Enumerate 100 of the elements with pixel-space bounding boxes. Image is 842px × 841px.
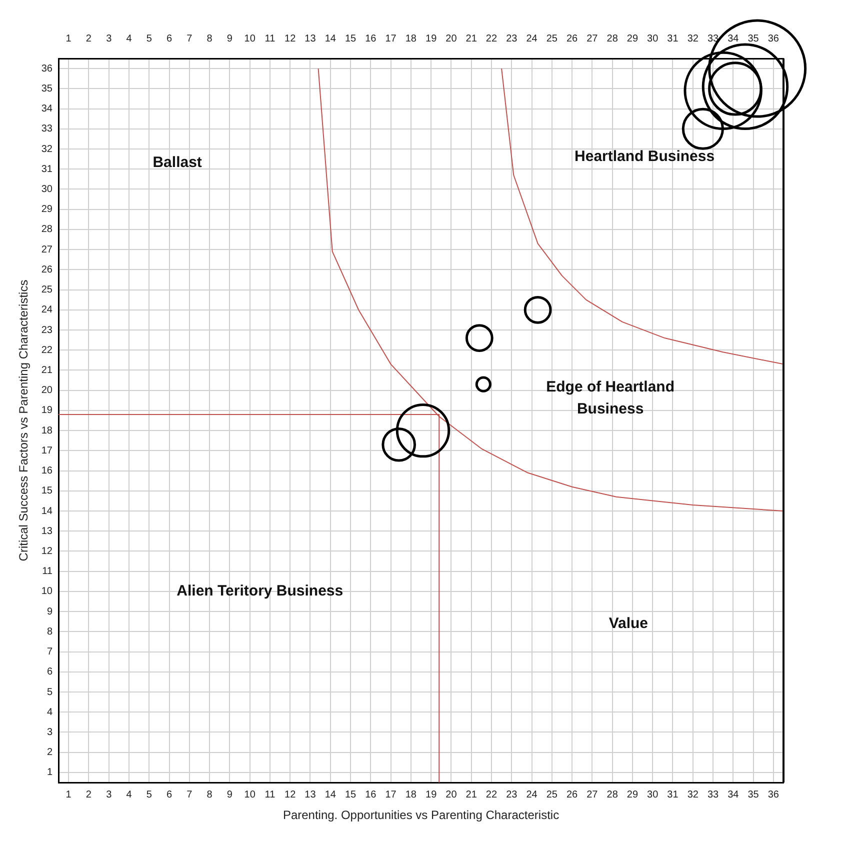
- x2-tick-label: 6: [166, 33, 172, 44]
- y-tick-label: 15: [41, 486, 53, 497]
- annotation: Heartland Business: [574, 148, 715, 166]
- x2-tick-label: 12: [284, 33, 296, 44]
- x2-tick-label: 11: [264, 33, 276, 44]
- x2-tick-label: 4: [126, 33, 132, 44]
- x-axis-title: Parenting. Opportunities vs Parenting Characteristic: [282, 808, 560, 822]
- x2-tick-label: 8: [206, 33, 213, 44]
- x-tick-label: 16: [365, 789, 377, 800]
- y-tick-label: 6: [46, 666, 53, 678]
- annotation: Alien Teritory Business: [176, 582, 344, 600]
- x-tick-label: 21: [466, 789, 478, 800]
- y-tick-label: 4: [46, 706, 53, 718]
- x2-tick-label: 17: [385, 33, 397, 44]
- x2-tick-label: 15: [344, 33, 357, 44]
- y-tick-label: 30: [41, 184, 53, 195]
- y-tick-label: 28: [41, 224, 53, 236]
- y-tick-label: 26: [41, 264, 53, 276]
- x2-tick-label: 27: [586, 33, 598, 44]
- y-tick-label: 10: [41, 586, 53, 598]
- y-tick-label: 5: [46, 686, 53, 698]
- y-tick-label: 35: [41, 83, 53, 94]
- x2-tick-label: 32: [687, 33, 699, 44]
- y-tick-label: 18: [41, 425, 53, 436]
- x2-tick-label: 10: [244, 33, 256, 44]
- x2-tick-label: 26: [566, 33, 578, 44]
- x2-tick-label: 24: [526, 33, 538, 44]
- x2-tick-label: 19: [426, 33, 438, 44]
- y-tick-label: 22: [41, 344, 53, 356]
- x2-tick-label: 5: [146, 33, 152, 44]
- x2-tick-label: 29: [626, 33, 638, 44]
- y-tick-label: 25: [41, 284, 53, 296]
- annotation: Value: [608, 614, 648, 632]
- x2-tick-label: 34: [728, 33, 740, 44]
- x-tick-label: 20: [446, 789, 458, 800]
- x-tick-label: 2: [86, 789, 92, 800]
- x-tick-label: 22: [486, 789, 498, 800]
- x-tick-label: 17: [385, 789, 397, 800]
- y-tick-label: 21: [41, 364, 53, 376]
- x2-tick-label: 20: [446, 33, 458, 44]
- x-tick-label: 15: [344, 789, 357, 800]
- x2-tick-label: 14: [324, 33, 336, 44]
- y-tick-label: 3: [46, 726, 53, 738]
- x-tick-label: 32: [687, 789, 699, 800]
- y-tick-label: 27: [41, 244, 53, 256]
- y-tick-label: 33: [41, 124, 53, 135]
- x-tick-label: 35: [748, 789, 760, 800]
- x2-tick-label: 33: [707, 33, 720, 44]
- x2-tick-label: 28: [606, 33, 618, 44]
- y-tick-label: 24: [41, 304, 53, 316]
- y-tick-label: 9: [46, 606, 53, 618]
- y-tick-label: 32: [41, 144, 53, 155]
- y-tick-label: 16: [41, 466, 53, 477]
- y-axis-title: Critical Success Factors vs Parenting Characteristics: [16, 280, 30, 562]
- x-tick-label: 29: [626, 789, 638, 800]
- x2-tick-label: 1: [66, 33, 72, 44]
- y-tick-label: 34: [41, 104, 53, 115]
- x2-tick-label: 21: [466, 33, 478, 44]
- x-tick-label: 3: [106, 789, 112, 800]
- x2-tick-label: 25: [546, 33, 558, 44]
- x2-tick-label: 2: [86, 33, 92, 44]
- y-tick-label: 19: [41, 405, 53, 416]
- x2-tick-label: 9: [226, 33, 233, 44]
- y-tick-label: 11: [42, 566, 53, 578]
- x-tick-label: 13: [304, 789, 316, 800]
- y-tick-label: 31: [41, 164, 53, 175]
- x-tick-label: 8: [206, 789, 213, 800]
- x-tick-label: 18: [405, 789, 417, 800]
- x2-tick-label: 30: [647, 33, 659, 44]
- y-tick-label: 12: [41, 546, 53, 557]
- x-tick-label: 10: [244, 789, 256, 800]
- x-tick-label: 6: [166, 789, 172, 800]
- annotation: Edge of Heartland Business: [546, 378, 674, 418]
- y-tick-label: 7: [46, 646, 53, 658]
- x-tick-label: 24: [526, 789, 538, 800]
- x2-tick-label: 7: [186, 33, 193, 44]
- x2-tick-label: 18: [405, 33, 417, 44]
- x2-tick-label: 16: [365, 33, 377, 44]
- y-tick-label: 14: [41, 506, 53, 517]
- y-tick-label: 8: [46, 626, 53, 638]
- y-tick-label: 1: [46, 767, 53, 778]
- x-tick-label: 34: [728, 789, 740, 800]
- y-tick-label: 2: [46, 747, 53, 758]
- x-tick-label: 33: [707, 789, 720, 800]
- x-tick-label: 5: [146, 789, 152, 800]
- y-tick-label: 17: [41, 445, 53, 456]
- x-tick-label: 12: [284, 789, 296, 800]
- y-tick-label: 29: [41, 204, 53, 216]
- x-tick-label: 9: [226, 789, 233, 800]
- x2-tick-label: 31: [667, 33, 679, 44]
- y-tick-label: 13: [41, 526, 53, 537]
- x-tick-label: 4: [126, 789, 132, 800]
- y-tick-label: 23: [41, 324, 53, 336]
- x-tick-label: 19: [426, 789, 438, 800]
- y-tick-label: 36: [41, 63, 53, 74]
- x-tick-label: 30: [647, 789, 659, 800]
- x2-tick-label: 23: [506, 33, 518, 44]
- x-tick-label: 31: [667, 789, 679, 800]
- x2-tick-label: 13: [304, 33, 316, 44]
- x-tick-label: 27: [586, 789, 598, 800]
